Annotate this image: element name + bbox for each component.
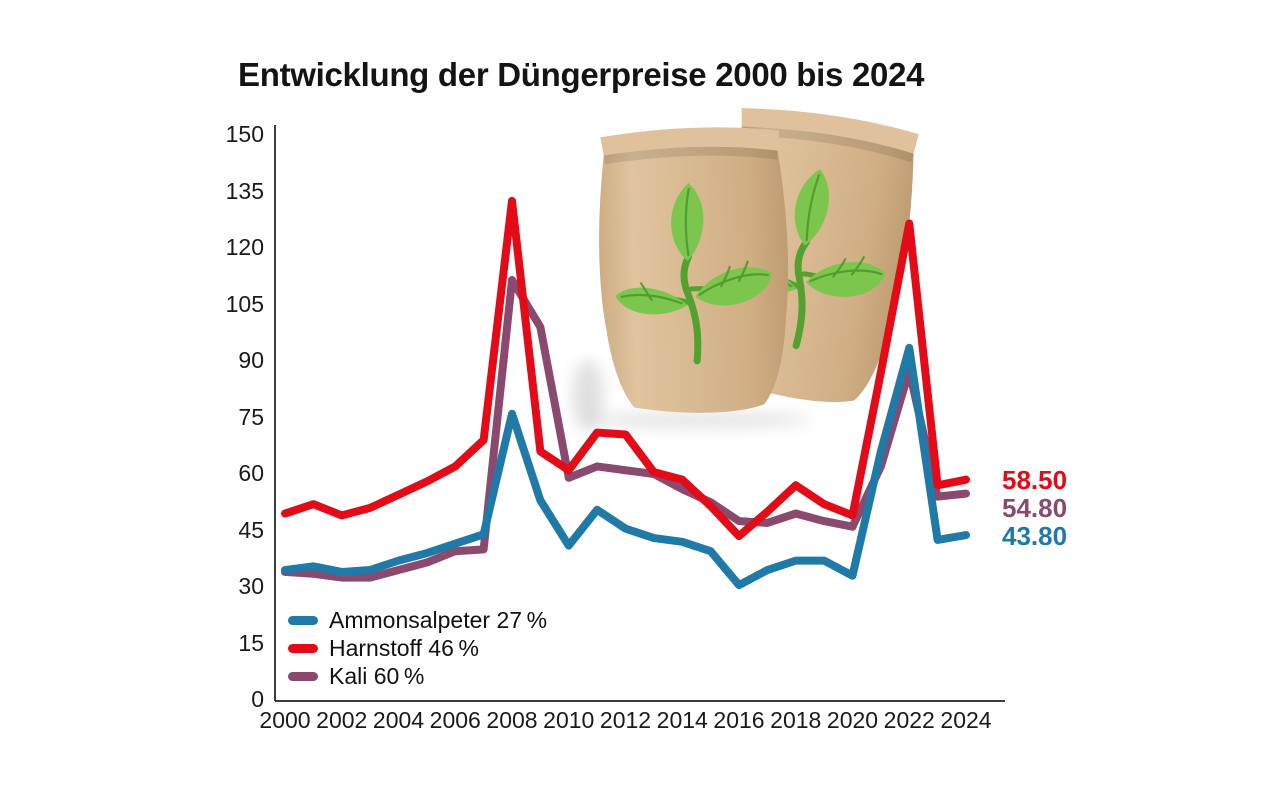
y-tick-label: 105 bbox=[225, 290, 264, 317]
x-tick-label: 2024 bbox=[940, 707, 992, 733]
series-line-1 bbox=[281, 196, 970, 541]
x-tick-label: 2002 bbox=[316, 707, 368, 733]
chart-title: Entwicklung der Düngerpreise 2000 bis 20… bbox=[238, 56, 925, 93]
legend-label-ammonsalpeter: Ammonsalpeter 27 % bbox=[329, 606, 548, 633]
series-line-2 bbox=[281, 276, 970, 582]
legend-swatch-ammonsalpeter bbox=[288, 615, 318, 625]
end-value-label-harnstoff: 58.50 bbox=[1002, 464, 1068, 495]
x-tick-label: 2012 bbox=[599, 707, 652, 733]
x-tick-label: 2014 bbox=[656, 707, 708, 733]
y-tick-label: 75 bbox=[238, 403, 264, 430]
y-tick-label: 135 bbox=[225, 177, 264, 204]
legend-swatch-harnstoff bbox=[288, 643, 318, 653]
y-tick-label: 45 bbox=[238, 516, 264, 543]
legend-label-kali: Kali 60 % bbox=[329, 662, 425, 689]
fertilizer-bags-illustration bbox=[572, 101, 925, 432]
y-tick-label: 15 bbox=[238, 629, 264, 656]
end-value-label-kali: 54.80 bbox=[1002, 492, 1068, 523]
x-tick-label: 2010 bbox=[543, 707, 595, 733]
x-tick-label: 2008 bbox=[486, 707, 538, 733]
end-value-label-ammonsalpeter: 43.80 bbox=[1002, 520, 1068, 551]
x-tick-label: 2006 bbox=[429, 707, 481, 733]
y-tick-label: 0 bbox=[251, 686, 264, 712]
x-tick-label: 2016 bbox=[713, 707, 765, 733]
y-tick-label: 90 bbox=[238, 347, 264, 373]
y-tick-label: 60 bbox=[238, 460, 264, 486]
y-axis-tick-labels: 0 15 30 45 60 75 90 105 120 135 150 bbox=[140, 0, 264, 801]
legend-swatch-kali bbox=[288, 671, 318, 681]
legend: Ammonsalpeter 27 % Harnstoff 46 % Kali 6… bbox=[288, 606, 547, 690]
legend-item-kali: Kali 60 % bbox=[288, 662, 547, 690]
legend-item-harnstoff: Harnstoff 46 % bbox=[288, 634, 547, 662]
x-tick-label: 2000 bbox=[259, 707, 311, 733]
x-tick-label: 2020 bbox=[826, 707, 879, 733]
y-tick-label: 150 bbox=[225, 121, 264, 147]
x-tick-label: 2022 bbox=[883, 707, 935, 733]
legend-label-harnstoff: Harnstoff 46 % bbox=[329, 634, 479, 661]
y-tick-label: 120 bbox=[225, 234, 264, 260]
series-line-0 bbox=[281, 343, 970, 590]
y-tick-label: 30 bbox=[238, 573, 264, 599]
x-tick-label: 2004 bbox=[372, 707, 425, 733]
x-tick-label: 2018 bbox=[770, 707, 822, 733]
series-lines bbox=[281, 196, 970, 590]
legend-item-ammonsalpeter: Ammonsalpeter 27 % bbox=[288, 606, 547, 634]
